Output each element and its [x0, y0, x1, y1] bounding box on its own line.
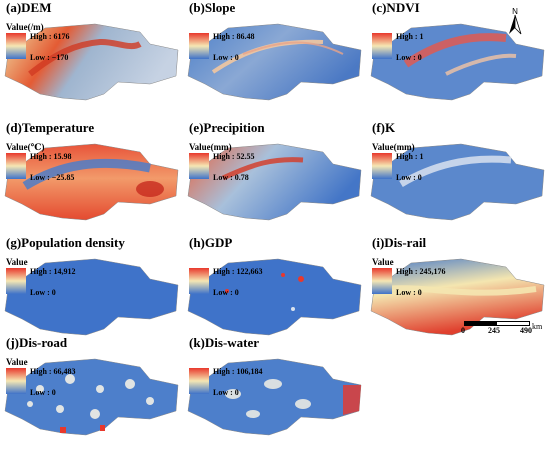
legend-low: Low : 0 [213, 53, 239, 62]
panel-title: (k)Dis-water [189, 335, 260, 350]
panel-title: (f)K [372, 120, 396, 135]
legend-low: Low : 0 [213, 388, 239, 397]
scale-label-0: 0 [461, 326, 465, 335]
color-ramp [189, 268, 209, 294]
map-water [187, 358, 362, 436]
legend-low: Low : 0.78 [213, 173, 249, 182]
color-ramp [6, 33, 26, 59]
map-temperature [4, 143, 179, 221]
scale-unit: km [532, 322, 543, 331]
panel-rail: (i)Dis-rail Value High : 245,176 Low : 0 [366, 235, 546, 345]
legend-low: Low : −25.85 [30, 173, 75, 182]
panel-ndvi: (c)NDVI High : 1 Low : 0 [366, 0, 546, 110]
legend: Value High : 245,176 Low : 0 [372, 257, 472, 307]
legend-low: Low : 0 [213, 288, 239, 297]
map-k [370, 143, 545, 221]
legend-high: High : 6176 [30, 32, 70, 41]
legend-title: Value(mm) [372, 142, 415, 152]
legend-title: Value [6, 257, 28, 267]
legend: Value(/m) High : 6176 Low : −170 [6, 22, 106, 72]
legend-title: Value(℃) [6, 142, 45, 152]
legend-high: High : 1 [396, 152, 424, 161]
panel-title: (h)GDP [189, 235, 233, 250]
color-ramp [6, 153, 26, 179]
scale-bar: 0 245 490 km [458, 321, 548, 339]
scale-bar-graphic [464, 321, 530, 326]
panel-title: (c)NDVI [372, 0, 420, 15]
legend: High : 86.48 Low : 0 [189, 22, 289, 72]
map-road [4, 358, 179, 436]
panel-slope: (b)Slope High : 86.48 Low : 0 [183, 0, 363, 110]
legend: Value High : 66,483 Low : 0 [6, 357, 106, 407]
color-ramp [6, 268, 26, 294]
scale-label-490: 490 [520, 326, 532, 335]
color-ramp [372, 33, 392, 59]
legend-low: Low : 0 [396, 53, 422, 62]
map-gdp [187, 258, 362, 336]
legend-high: High : 245,176 [396, 267, 446, 276]
legend-title: Value(/m) [6, 22, 44, 32]
map-ndvi [370, 23, 545, 101]
legend: Value(mm) High : 52.55 Low : 0.78 [189, 142, 289, 192]
legend: High : 1 Low : 0 [372, 22, 472, 72]
color-ramp [189, 33, 209, 59]
legend-title: Value(mm) [189, 142, 232, 152]
legend-high: High : 106,184 [213, 367, 263, 376]
legend-title: Value [6, 357, 28, 367]
panel-dem: (a)DEM Value(/m) High : 6176 Low : −170 [0, 0, 180, 110]
panel-title: (e)Precipition [189, 120, 265, 135]
panel-title: (d)Temperature [6, 120, 95, 135]
panel-title: (a)DEM [6, 0, 52, 15]
panel-title: (j)Dis-road [6, 335, 68, 350]
color-ramp [6, 368, 26, 394]
north-arrow-icon: N [505, 6, 525, 36]
panel-precipitation: (e)Precipition Value(mm) High : 52.55 Lo… [183, 120, 363, 230]
legend: Value(℃) High : 15.98 Low : −25.85 [6, 142, 106, 192]
panel-title: (g)Population density [6, 235, 125, 250]
legend-high: High : 1 [396, 32, 424, 41]
legend: High : 122,663 Low : 0 [189, 257, 289, 307]
legend-low: Low : 0 [30, 288, 56, 297]
map-rail [370, 258, 545, 336]
panel-gdp: (h)GDP High : 122,663 Low : 0 [183, 235, 363, 345]
legend-low: Low : 0 [30, 388, 56, 397]
legend-low: Low : −170 [30, 53, 69, 62]
legend-low: Low : 0 [396, 173, 422, 182]
panel-title: (i)Dis-rail [372, 235, 427, 250]
legend-high: High : 66,483 [30, 367, 76, 376]
color-ramp [372, 268, 392, 294]
legend-high: High : 15.98 [30, 152, 72, 161]
map-precipitation [187, 143, 362, 221]
map-population [4, 258, 179, 336]
panel-population: (g)Population density Value High : 14,91… [0, 235, 180, 345]
legend-high: High : 122,663 [213, 267, 263, 276]
panel-water: (k)Dis-water High : 106,184 Low : 0 [183, 335, 363, 445]
legend-title: Value [372, 257, 394, 267]
legend-low: Low : 0 [396, 288, 422, 297]
panel-temperature: (d)Temperature Value(℃) High : 15.98 Low… [0, 120, 180, 230]
panel-road: (j)Dis-road Value High : 66,483 Low : 0 [0, 335, 180, 445]
legend-high: High : 14,912 [30, 267, 76, 276]
color-ramp [372, 153, 392, 179]
north-label: N [512, 7, 518, 16]
map-dem [4, 23, 179, 101]
legend: Value High : 14,912 Low : 0 [6, 257, 106, 307]
legend-high: High : 52.55 [213, 152, 255, 161]
panel-k: (f)K Value(mm) High : 1 Low : 0 [366, 120, 546, 230]
color-ramp [189, 153, 209, 179]
panel-title: (b)Slope [189, 0, 236, 15]
legend-high: High : 86.48 [213, 32, 255, 41]
color-ramp [189, 368, 209, 394]
legend: High : 106,184 Low : 0 [189, 357, 289, 407]
legend: Value(mm) High : 1 Low : 0 [372, 142, 472, 192]
map-slope [187, 23, 362, 101]
scale-label-245: 245 [488, 326, 500, 335]
